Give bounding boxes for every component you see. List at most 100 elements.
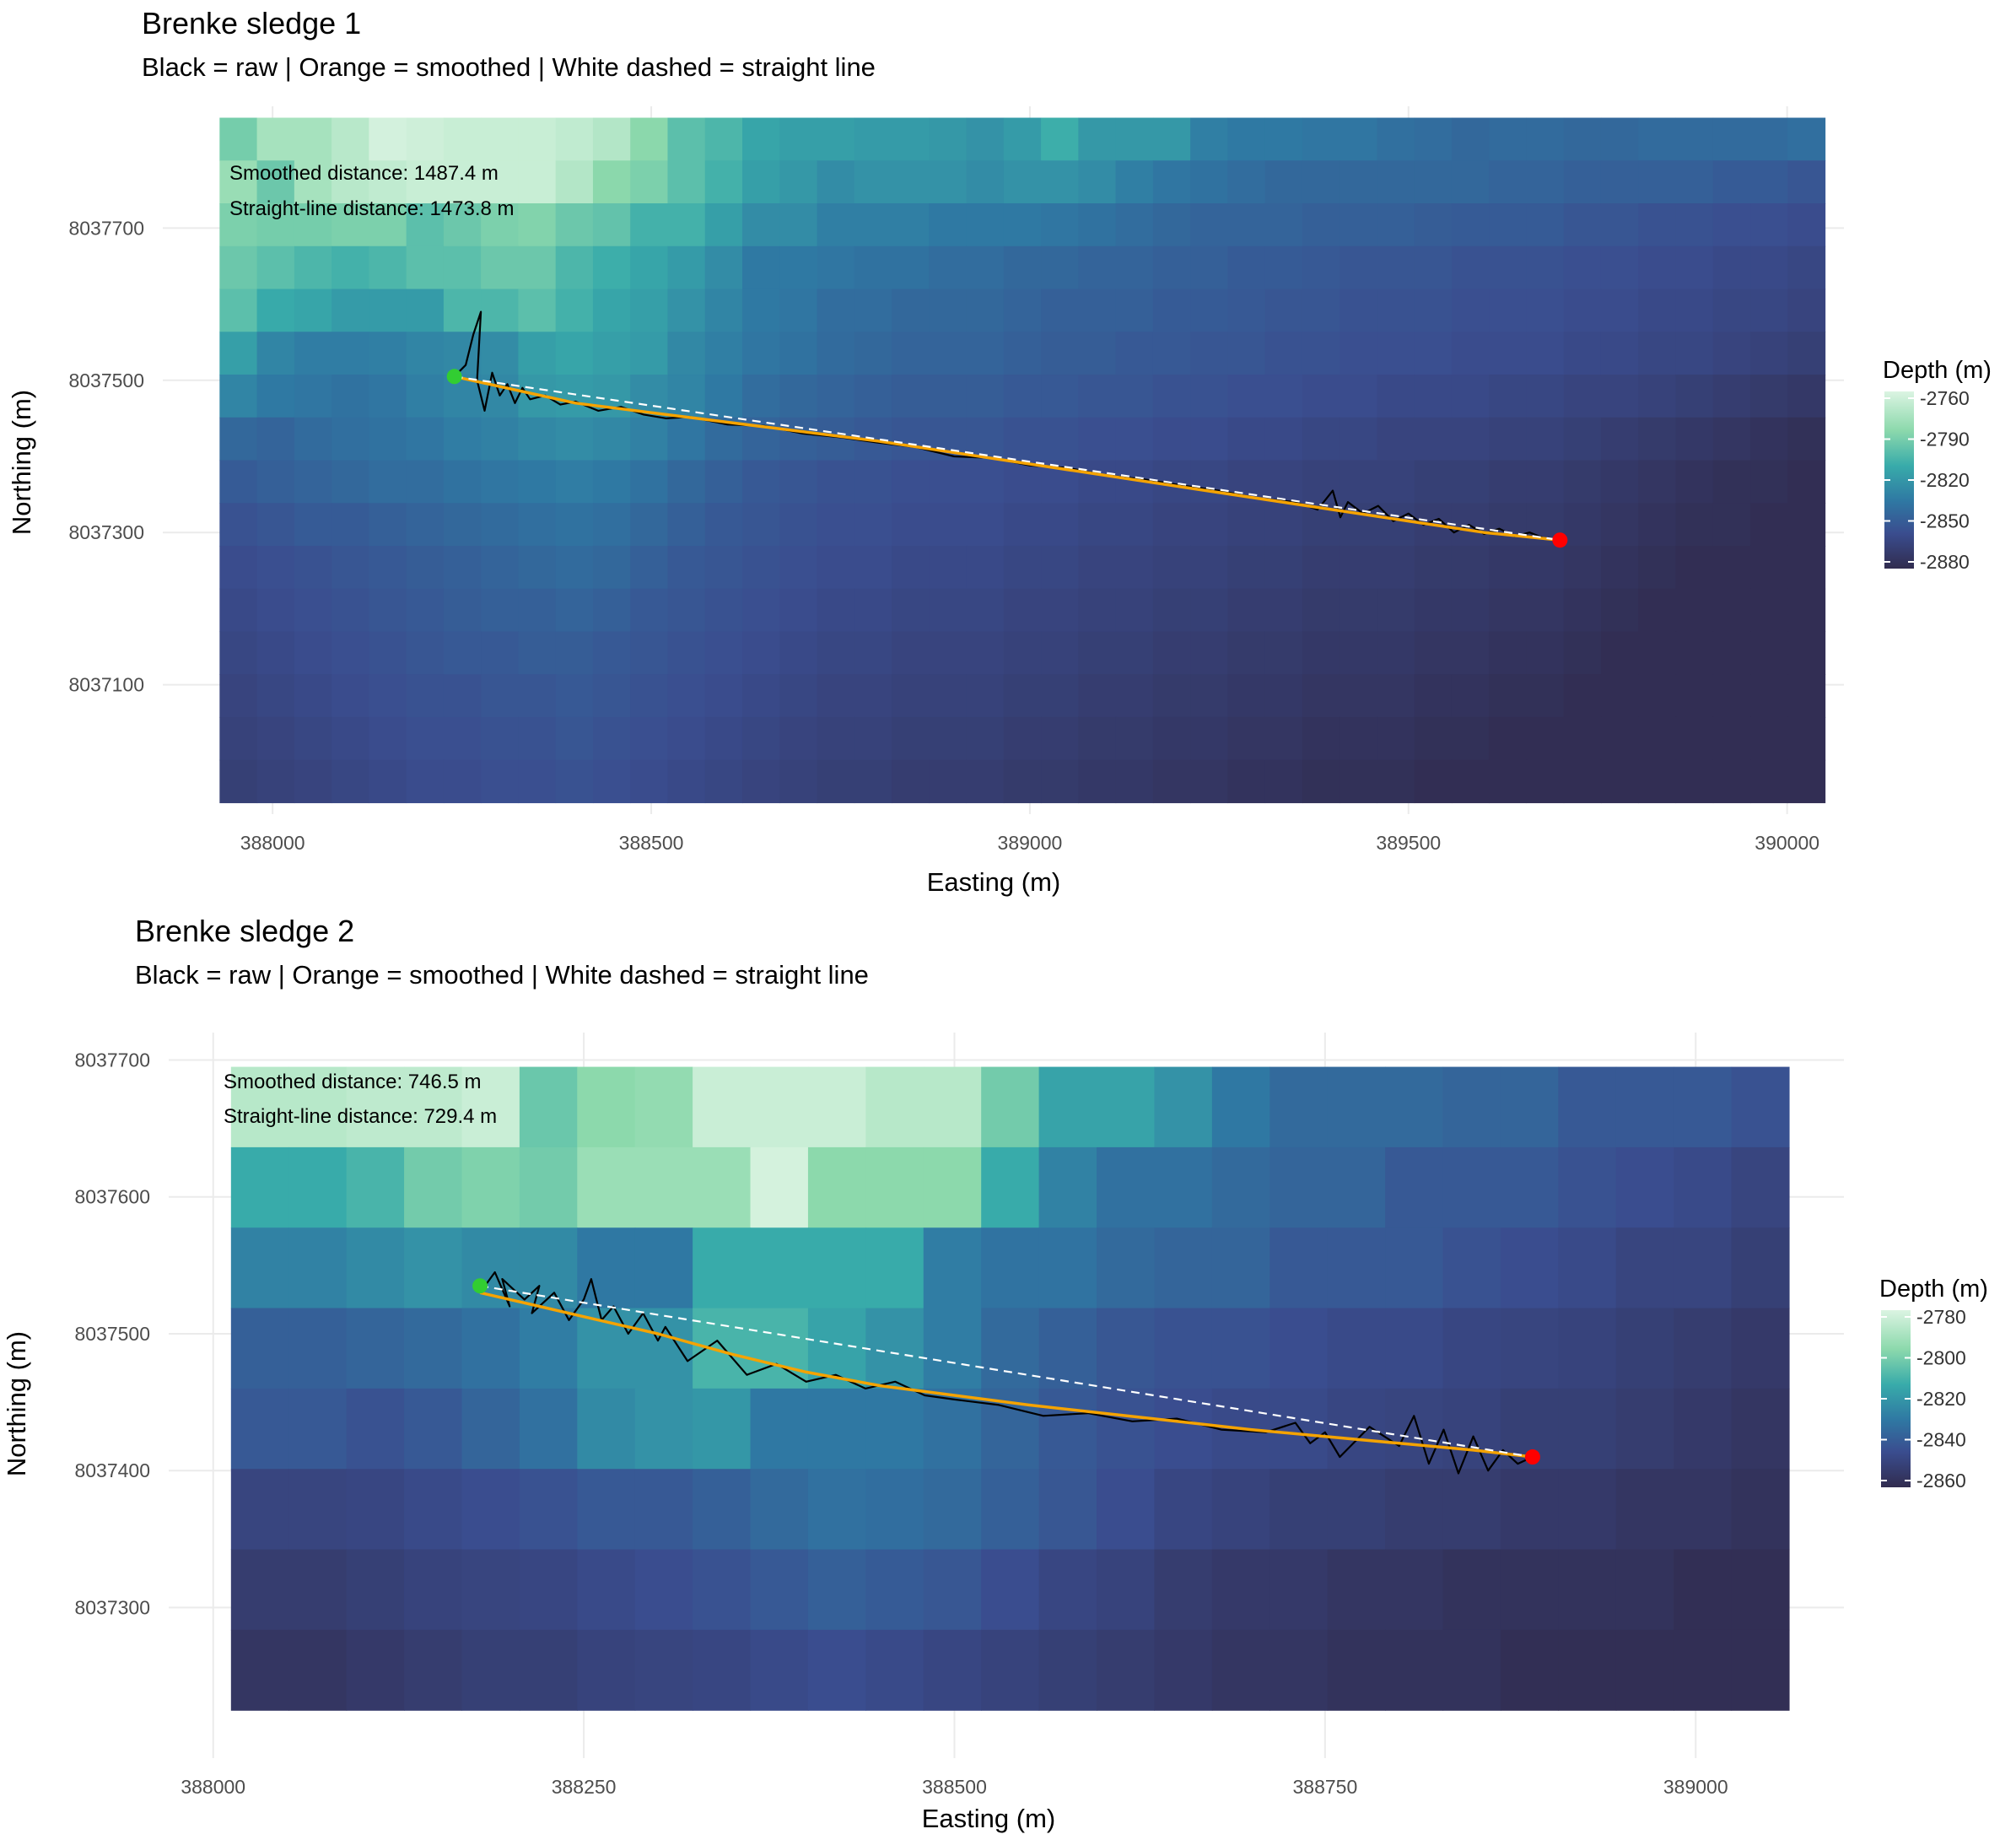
depth-cell [1414,460,1453,504]
depth-cell [741,631,780,675]
depth-cell [1154,1549,1213,1631]
depth-cell [406,674,445,718]
depth-cell [750,1146,809,1228]
depth-cell [256,245,295,290]
depth-cell [1340,759,1378,804]
depth-cell [1264,117,1303,161]
depth-cell [1152,203,1191,247]
depth-cell [667,332,706,375]
depth-cell [1078,417,1117,461]
depth-cell [1327,1388,1386,1470]
depth-cell [981,1066,1040,1148]
depth-cell [1097,1308,1156,1389]
depth-cell [1377,245,1415,290]
depth-cell [1750,417,1788,461]
depth-cell [1264,460,1303,504]
depth-cell [667,203,706,247]
depth-cell [817,375,855,418]
depth-cell [1154,1227,1213,1309]
depth-cell [1615,1146,1674,1228]
depth-cell [404,1549,463,1631]
depth-cell [592,503,631,547]
depth-cell [332,631,369,675]
depth-cell [1500,1629,1559,1711]
depth-cell [1414,203,1453,247]
depth-cell [1414,716,1453,761]
panel-2-smoothed-distance-label: Smoothed distance: 746.5 m [224,1071,482,1093]
depth-cell [256,289,295,332]
depth-cell [1638,674,1677,718]
depth-cell [1385,1469,1444,1551]
depth-cell [817,332,855,375]
depth-cell [1563,417,1602,461]
depth-cell [518,417,557,461]
depth-cell [779,160,818,204]
legend-tick-label: -2850 [1920,510,1970,532]
depth-cell [929,289,968,332]
depth-cell [1211,1549,1270,1631]
depth-cell [1489,117,1528,161]
depth-cell [630,417,669,461]
depth-cell [256,417,295,461]
depth-cell [1269,1629,1329,1711]
depth-cell [406,289,445,332]
depth-cell [481,674,520,718]
depth-cell [1302,588,1340,633]
depth-cell [704,759,743,804]
depth-cell [346,1469,405,1551]
depth-cell [750,1066,809,1148]
depth-cell [1526,289,1565,332]
depth-cell [704,631,743,675]
depth-cell [1227,245,1266,290]
depth-cell [294,674,332,718]
depth-cell [929,674,968,718]
depth-cell [1414,289,1453,332]
depth-cell [592,417,631,461]
depth-cell [892,588,930,633]
depth-cell [1377,203,1415,247]
depth-cell [1526,674,1565,718]
depth-cell [1302,759,1340,804]
depth-cell [1489,417,1528,461]
depth-cell [892,631,930,675]
depth-cell [1600,245,1639,290]
depth-cell [1451,631,1490,675]
depth-cell [1675,674,1714,718]
depth-cell [519,1308,578,1389]
depth-cell [1712,460,1751,504]
depth-cell [1152,289,1191,332]
depth-cell [406,203,445,247]
depth-cell [966,332,1005,375]
depth-cell [1712,245,1751,290]
depth-cell [1442,1469,1501,1551]
depth-cell [667,674,706,718]
depth-cell [693,1146,752,1228]
depth-cell [219,289,258,332]
depth-cell [518,203,557,247]
depth-cell [966,674,1005,718]
depth-cell [332,545,369,590]
depth-cell [256,588,295,633]
depth-cell [1712,759,1751,804]
x-tick-label: 388000 [181,1776,245,1798]
depth-cell [630,759,669,804]
depth-cell [481,631,520,675]
depth-cell [1414,588,1453,633]
depth-cell [406,503,445,547]
depth-cell [332,203,369,247]
depth-cell [1078,289,1117,332]
depth-cell [1615,1227,1674,1309]
depth-cell [892,117,930,161]
depth-cell [693,1227,752,1309]
depth-cell [443,460,482,504]
depth-cell [1500,1549,1559,1631]
depth-cell [1340,160,1378,204]
depth-cell [219,332,258,375]
depth-cell [1489,289,1528,332]
depth-cell [667,759,706,804]
depth-cell [1638,588,1677,633]
depth-cell [1489,245,1528,290]
depth-cell [1600,545,1639,590]
depth-cell [555,759,594,804]
depth-cell [1078,203,1117,247]
